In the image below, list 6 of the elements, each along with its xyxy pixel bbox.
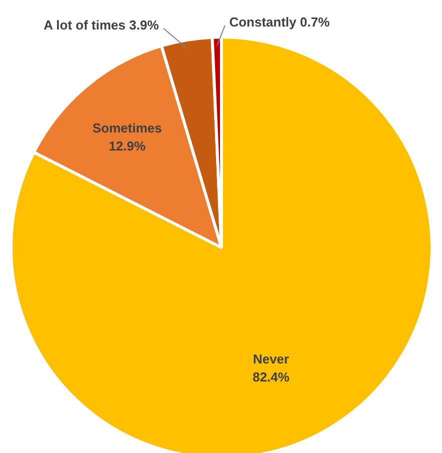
slice-label: A lot of times 3.9% <box>44 17 160 32</box>
slice-label: Never <box>252 351 290 366</box>
slice-label: Constantly 0.7% <box>229 14 330 30</box>
slice-label: Sometimes <box>92 120 162 136</box>
data-label: 12.9% <box>108 138 146 154</box>
data-label: 82.4% <box>252 369 290 384</box>
